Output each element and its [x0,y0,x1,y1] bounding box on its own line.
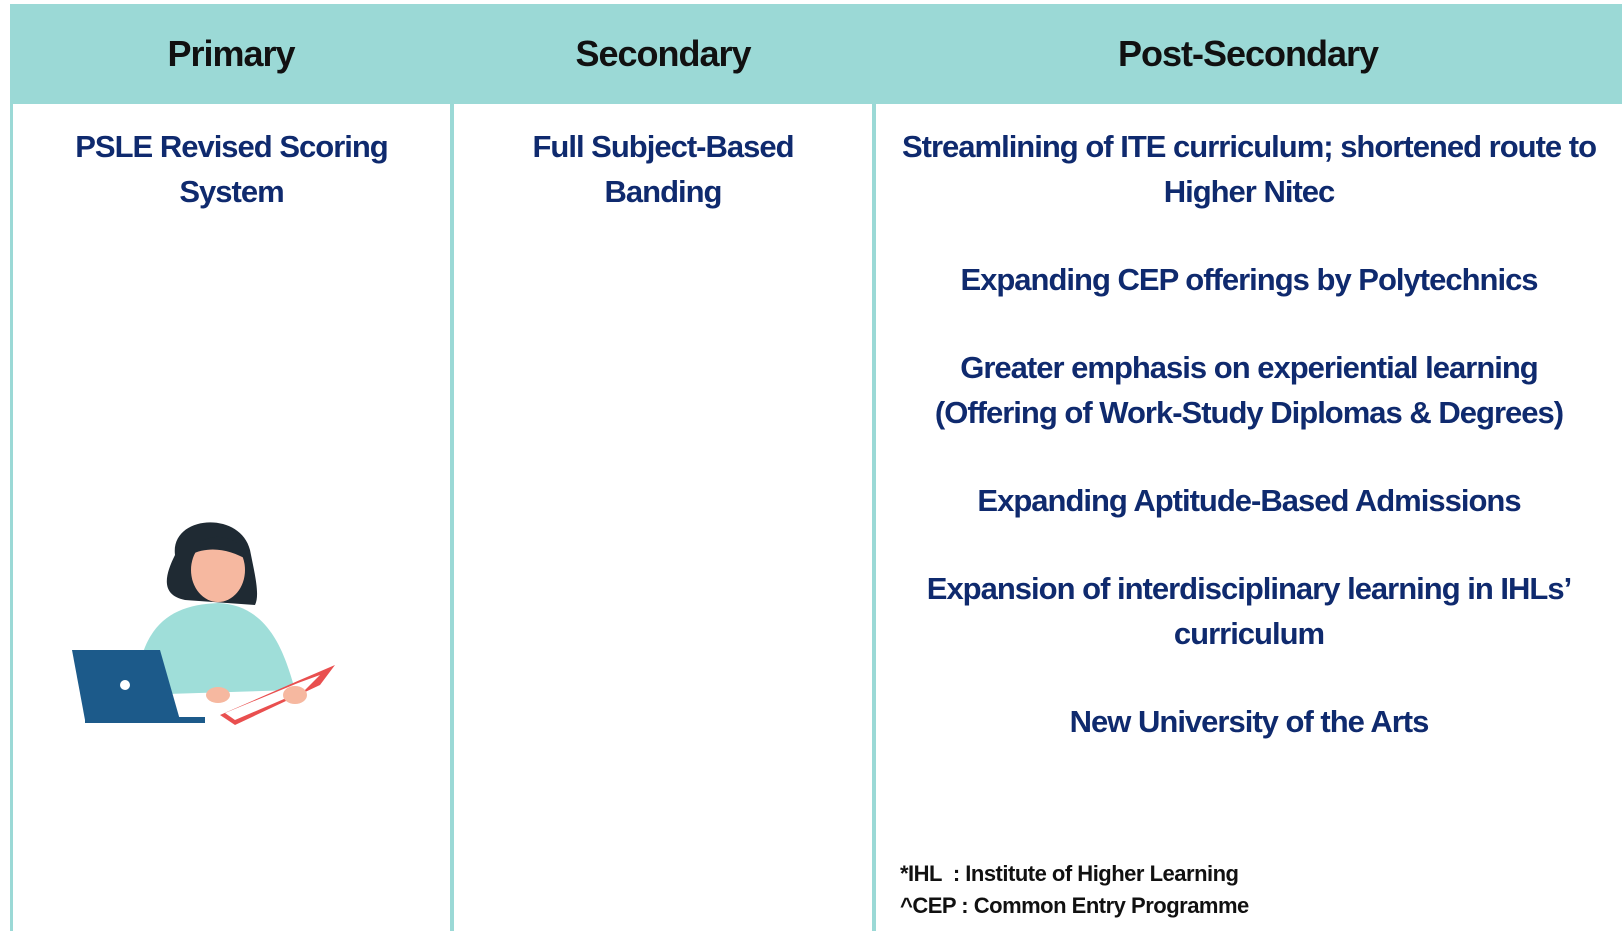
column-border [10,104,13,931]
item: Full Subject-Based Banding [532,129,794,209]
illustration [72,522,335,725]
header-cell: Post-Secondary [874,4,1622,104]
footnote: ^CEP : Common Entry Programme [900,893,1249,918]
item: New University of the Arts [1069,704,1430,739]
header-cell: Primary [10,4,452,104]
column: Streamlining of ITE curriculum; shortene… [876,104,1622,931]
item: Greater emphasis on experiential learnin… [934,350,1564,430]
column: Full Subject-Based Banding [454,104,872,931]
footnotes: *IHL : Institute of Higher Learning ^CEP … [900,858,1249,922]
column-border [872,104,876,931]
item: Streamlining of ITE curriculum; shortene… [901,129,1597,209]
item: Expanding CEP offerings by Polytechnics [960,262,1538,297]
column-border [450,104,454,931]
header-cell: Secondary [452,4,874,104]
item: PSLE Revised Scoring System [75,129,389,209]
footnote: *IHL : Institute of Higher Learning [900,861,1239,886]
item: Expansion of interdisciplinary learning … [926,571,1572,651]
column: PSLE Revised Scoring System [13,104,450,931]
item: Expanding Aptitude-Based Admissions [977,483,1521,518]
